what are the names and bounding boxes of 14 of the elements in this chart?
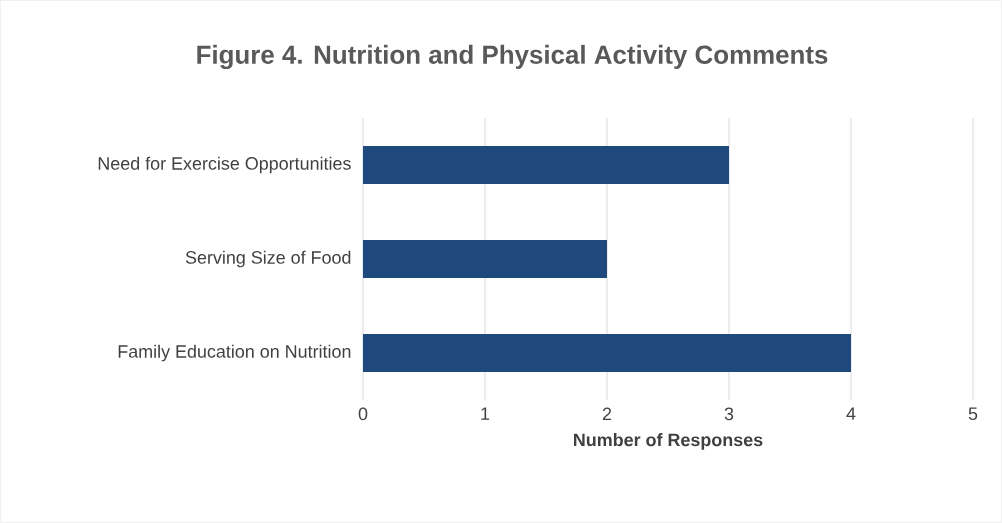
y-tick-label: Need for Exercise Opportunities <box>98 156 351 174</box>
chart-title: Figure 4. Nutrition and Physical Activity Comments <box>197 44 828 70</box>
bar <box>363 145 730 184</box>
bar <box>363 239 607 278</box>
x-tick-label: 2 <box>602 407 612 421</box>
x-tick-label: 1 <box>481 407 490 420</box>
x-tick-label: 0 <box>358 407 368 421</box>
x-tick-label: 4 <box>846 407 856 420</box>
bar <box>363 333 852 372</box>
x-tick-label: 3 <box>724 407 734 421</box>
y-tick-label: Serving Size of Food <box>185 250 351 268</box>
x-tick-label: 5 <box>968 407 978 421</box>
x-axis-title: Number of Responses <box>574 433 763 450</box>
y-tick-label: Family Education on Nutrition <box>118 344 351 362</box>
